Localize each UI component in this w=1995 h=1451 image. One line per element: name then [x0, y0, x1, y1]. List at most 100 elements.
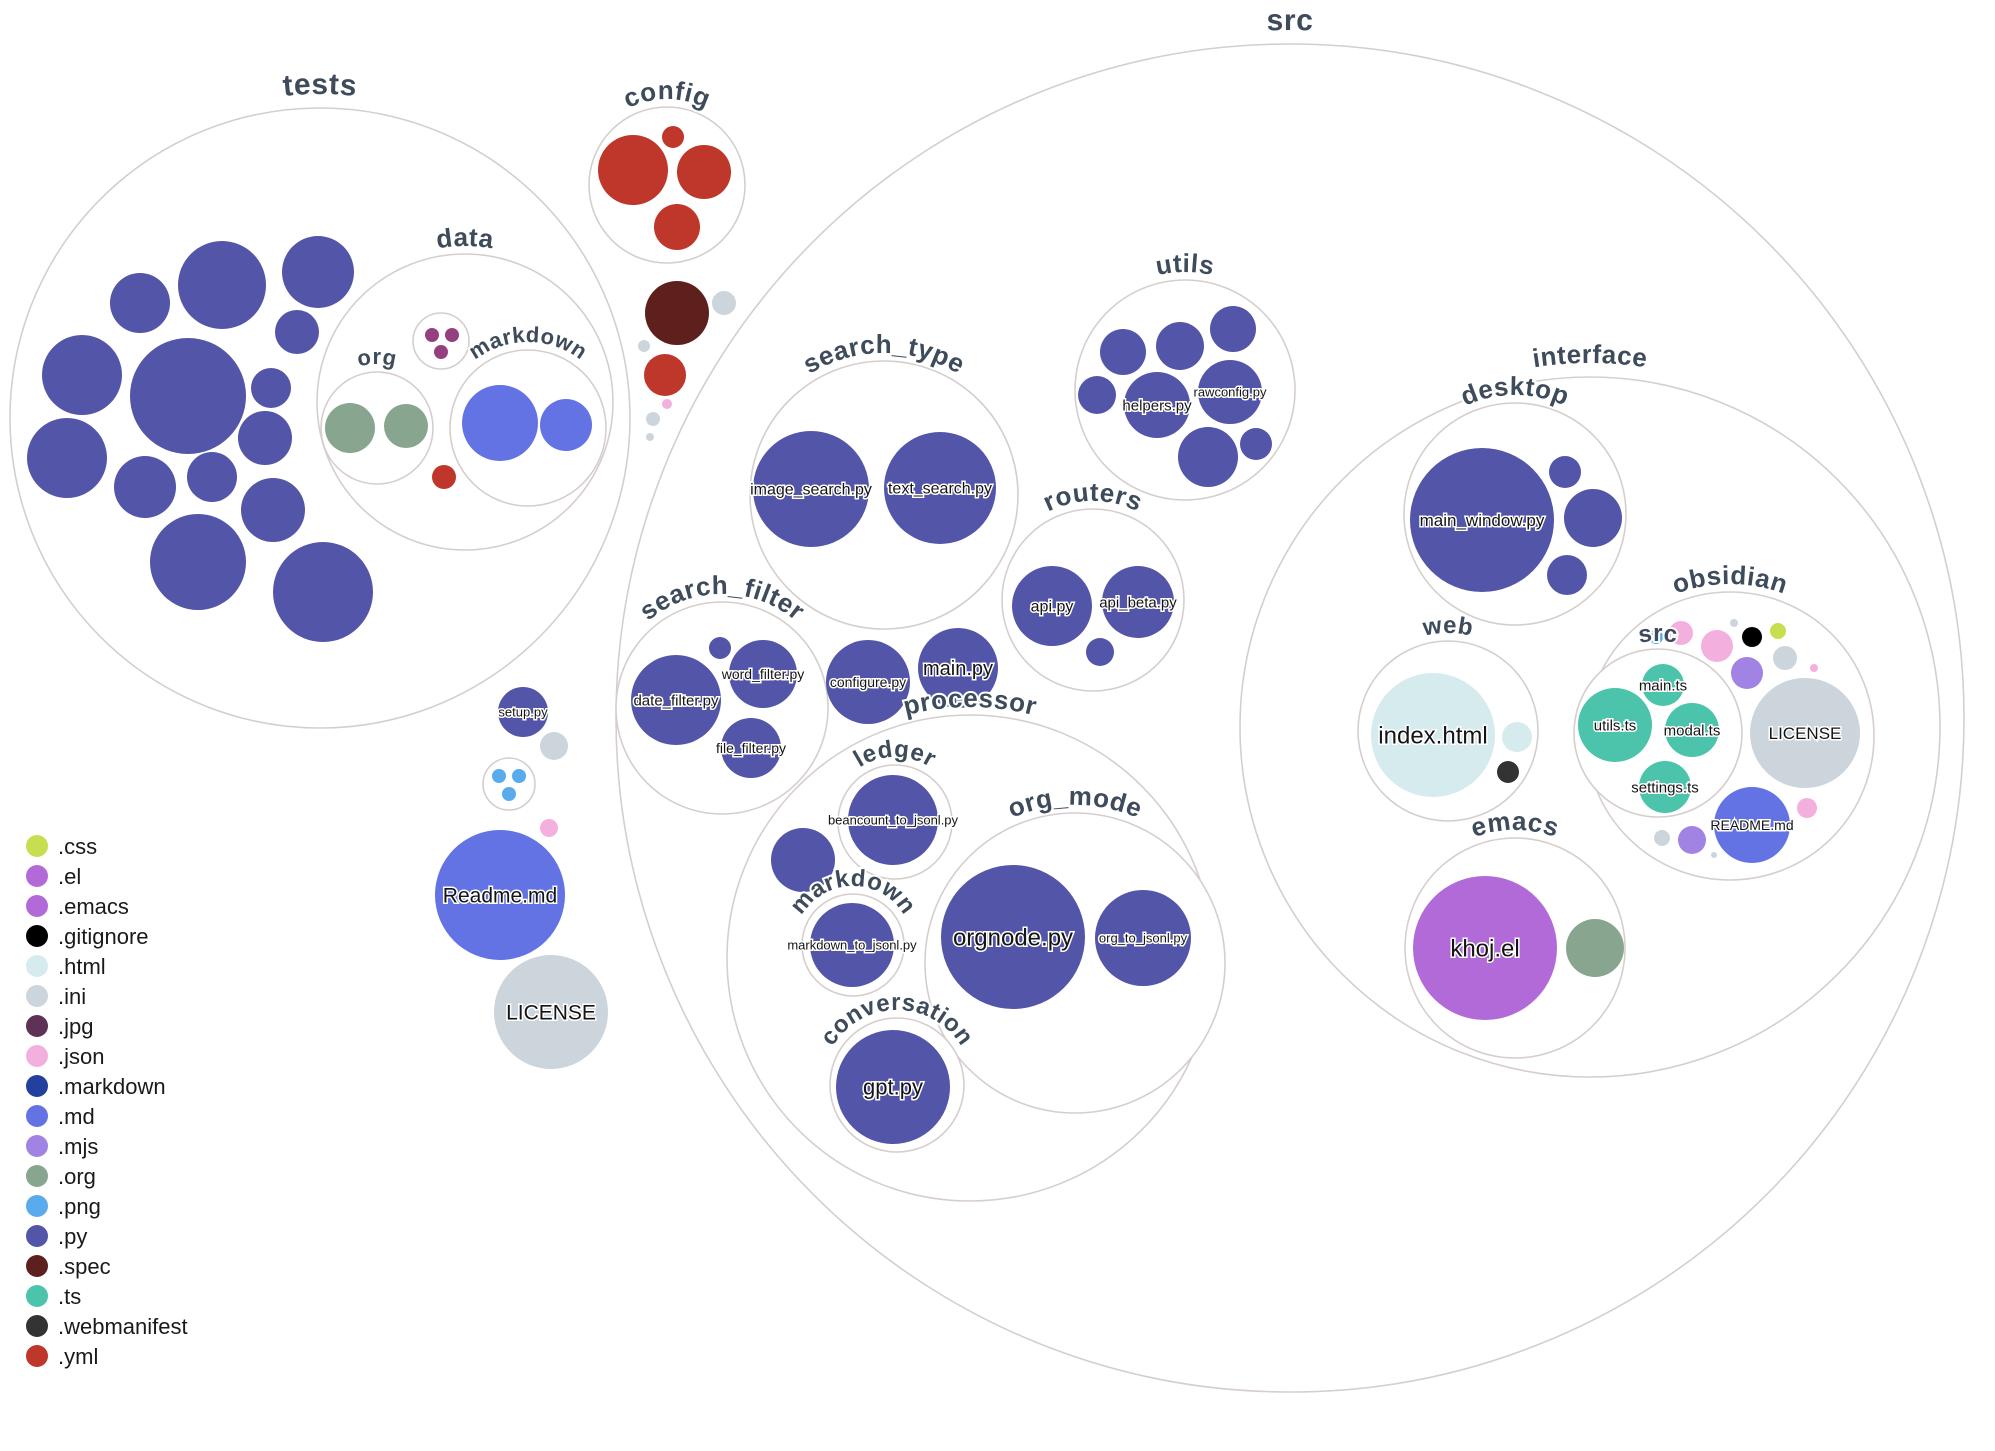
folder-unnamed-circle[interactable]: [482, 757, 536, 811]
file-html-file-circle[interactable]: [1502, 722, 1532, 752]
file-helpers-py-circle[interactable]: [1124, 372, 1190, 438]
file-yml-file-circle[interactable]: [662, 126, 684, 148]
file-py-file-circle[interactable]: [187, 452, 237, 502]
file-configure-py-circle[interactable]: [826, 640, 910, 724]
file-ini-file-circle[interactable]: [638, 340, 650, 352]
file-md-file-circle[interactable]: [540, 399, 592, 451]
file-utils-ts-circle[interactable]: [1578, 688, 1652, 762]
file-py-file-circle[interactable]: [27, 418, 107, 498]
file-jpg-file-circle[interactable]: [434, 345, 448, 359]
legend-mjs-swatch: [26, 1135, 48, 1157]
file-yml-file-circle[interactable]: [644, 354, 686, 396]
file-png-file-circle[interactable]: [502, 787, 516, 801]
file-png-file-circle[interactable]: [492, 769, 506, 783]
file-spec-file-circle[interactable]: [645, 281, 709, 345]
file-py-file-circle[interactable]: [709, 637, 731, 659]
file-api-beta-py-circle[interactable]: [1102, 566, 1174, 638]
file-ini-file-circle[interactable]: [540, 732, 568, 760]
file-date-filter-py-circle[interactable]: [631, 655, 721, 745]
file-main-ts-circle[interactable]: [1642, 664, 1684, 706]
file-json-file-circle[interactable]: [662, 399, 672, 409]
file-ini-file-circle[interactable]: [1711, 852, 1717, 858]
file-org-file-circle[interactable]: [384, 404, 428, 448]
file-api-py-circle[interactable]: [1012, 566, 1092, 646]
file-py-file-circle[interactable]: [1210, 306, 1256, 352]
file-ini-file-circle[interactable]: [712, 291, 736, 315]
file-py-file-circle[interactable]: [1564, 489, 1622, 547]
file-py-file-circle[interactable]: [273, 542, 373, 642]
file-image-search-py-circle[interactable]: [753, 431, 869, 547]
file-webmanifest-file-circle[interactable]: [1497, 761, 1519, 783]
file-py-file-circle[interactable]: [771, 828, 835, 892]
file-py-file-circle[interactable]: [1240, 428, 1272, 460]
file-py-file-circle[interactable]: [1086, 638, 1114, 666]
file-khoj-el-circle[interactable]: [1413, 876, 1557, 1020]
file-yml-file-circle[interactable]: [677, 145, 731, 199]
file-ini-file-circle[interactable]: [1773, 646, 1797, 670]
file-json-file-circle[interactable]: [1701, 630, 1733, 662]
file-py-file-circle[interactable]: [178, 241, 266, 329]
file-settings-ts-circle[interactable]: [1639, 761, 1691, 813]
file-png-file-circle[interactable]: [512, 769, 526, 783]
file-rawconfig-py-circle[interactable]: [1198, 360, 1262, 424]
file-org-file-circle[interactable]: [1566, 919, 1624, 977]
file-word-filter-py-circle[interactable]: [729, 640, 797, 708]
folder-org-circle[interactable]: [320, 371, 434, 485]
file-readme-md-circle[interactable]: [435, 830, 565, 960]
file-json-file-circle[interactable]: [1797, 798, 1817, 818]
file-json-file-circle[interactable]: [1810, 664, 1818, 672]
file-ini-file-circle[interactable]: [646, 433, 654, 441]
file-org-to-jsonl-py-circle[interactable]: [1095, 890, 1191, 986]
file-json-file-circle[interactable]: [540, 819, 558, 837]
file-setup-py-circle[interactable]: [498, 687, 548, 737]
file-py-file-circle[interactable]: [1078, 376, 1116, 414]
file-ini-file-circle[interactable]: [1730, 619, 1738, 627]
file-py-file-circle[interactable]: [130, 338, 246, 454]
file-license-circle[interactable]: [1750, 678, 1860, 788]
file-png-file-circle[interactable]: [1649, 630, 1663, 644]
file-license-circle[interactable]: [494, 955, 608, 1069]
file-py-file-circle[interactable]: [110, 273, 170, 333]
file-main-window-py-circle[interactable]: [1410, 448, 1554, 592]
folder-unnamed-circle[interactable]: [412, 312, 470, 370]
file-py-file-circle[interactable]: [238, 411, 292, 465]
file-markdown-to-jsonl-py-circle[interactable]: [810, 903, 894, 987]
file-text-search-py-circle[interactable]: [884, 432, 996, 544]
file-orgnode-py-circle[interactable]: [941, 865, 1085, 1009]
file-ini-file-circle[interactable]: [646, 412, 660, 426]
file-main-py-circle[interactable]: [918, 628, 998, 708]
file-jpg-file-circle[interactable]: [425, 328, 439, 342]
file-beancount-to-jsonl-py-circle[interactable]: [848, 775, 938, 865]
file-py-file-circle[interactable]: [275, 310, 319, 354]
folder-search-type-circle[interactable]: [749, 360, 1019, 630]
file-mjs-file-circle[interactable]: [1731, 657, 1763, 689]
file-py-file-circle[interactable]: [1178, 427, 1238, 487]
file-jpg-file-circle[interactable]: [445, 328, 459, 342]
file-py-file-circle[interactable]: [251, 368, 291, 408]
file-py-file-circle[interactable]: [241, 478, 305, 542]
file-py-file-circle[interactable]: [1100, 329, 1146, 375]
file-py-file-circle[interactable]: [1547, 555, 1587, 595]
file-yml-file-circle[interactable]: [432, 465, 456, 489]
file-py-file-circle[interactable]: [1549, 456, 1581, 488]
file-yml-file-circle[interactable]: [598, 135, 668, 205]
file-readme-md-circle[interactable]: [1714, 787, 1790, 863]
file-yml-file-circle[interactable]: [654, 204, 700, 250]
file-gitignore-file-circle[interactable]: [1742, 627, 1762, 647]
file-file-filter-py-circle[interactable]: [721, 718, 781, 778]
file-md-file-circle[interactable]: [462, 385, 538, 461]
file-py-file-circle[interactable]: [114, 456, 176, 518]
file-org-file-circle[interactable]: [325, 403, 375, 453]
file-py-file-circle[interactable]: [1156, 322, 1204, 370]
file-css-file-circle[interactable]: [1770, 623, 1786, 639]
file-py-file-circle[interactable]: [150, 514, 246, 610]
file-ini-file-circle[interactable]: [1654, 830, 1670, 846]
file-json-file-circle[interactable]: [1669, 621, 1693, 645]
file-py-file-circle[interactable]: [282, 236, 354, 308]
file-modal-ts-circle[interactable]: [1665, 703, 1719, 757]
file-py-file-circle[interactable]: [42, 335, 122, 415]
file-mjs-file-circle[interactable]: [1678, 826, 1706, 854]
file-index-html-circle[interactable]: [1371, 673, 1495, 797]
file-gpt-py-circle[interactable]: [836, 1030, 950, 1144]
